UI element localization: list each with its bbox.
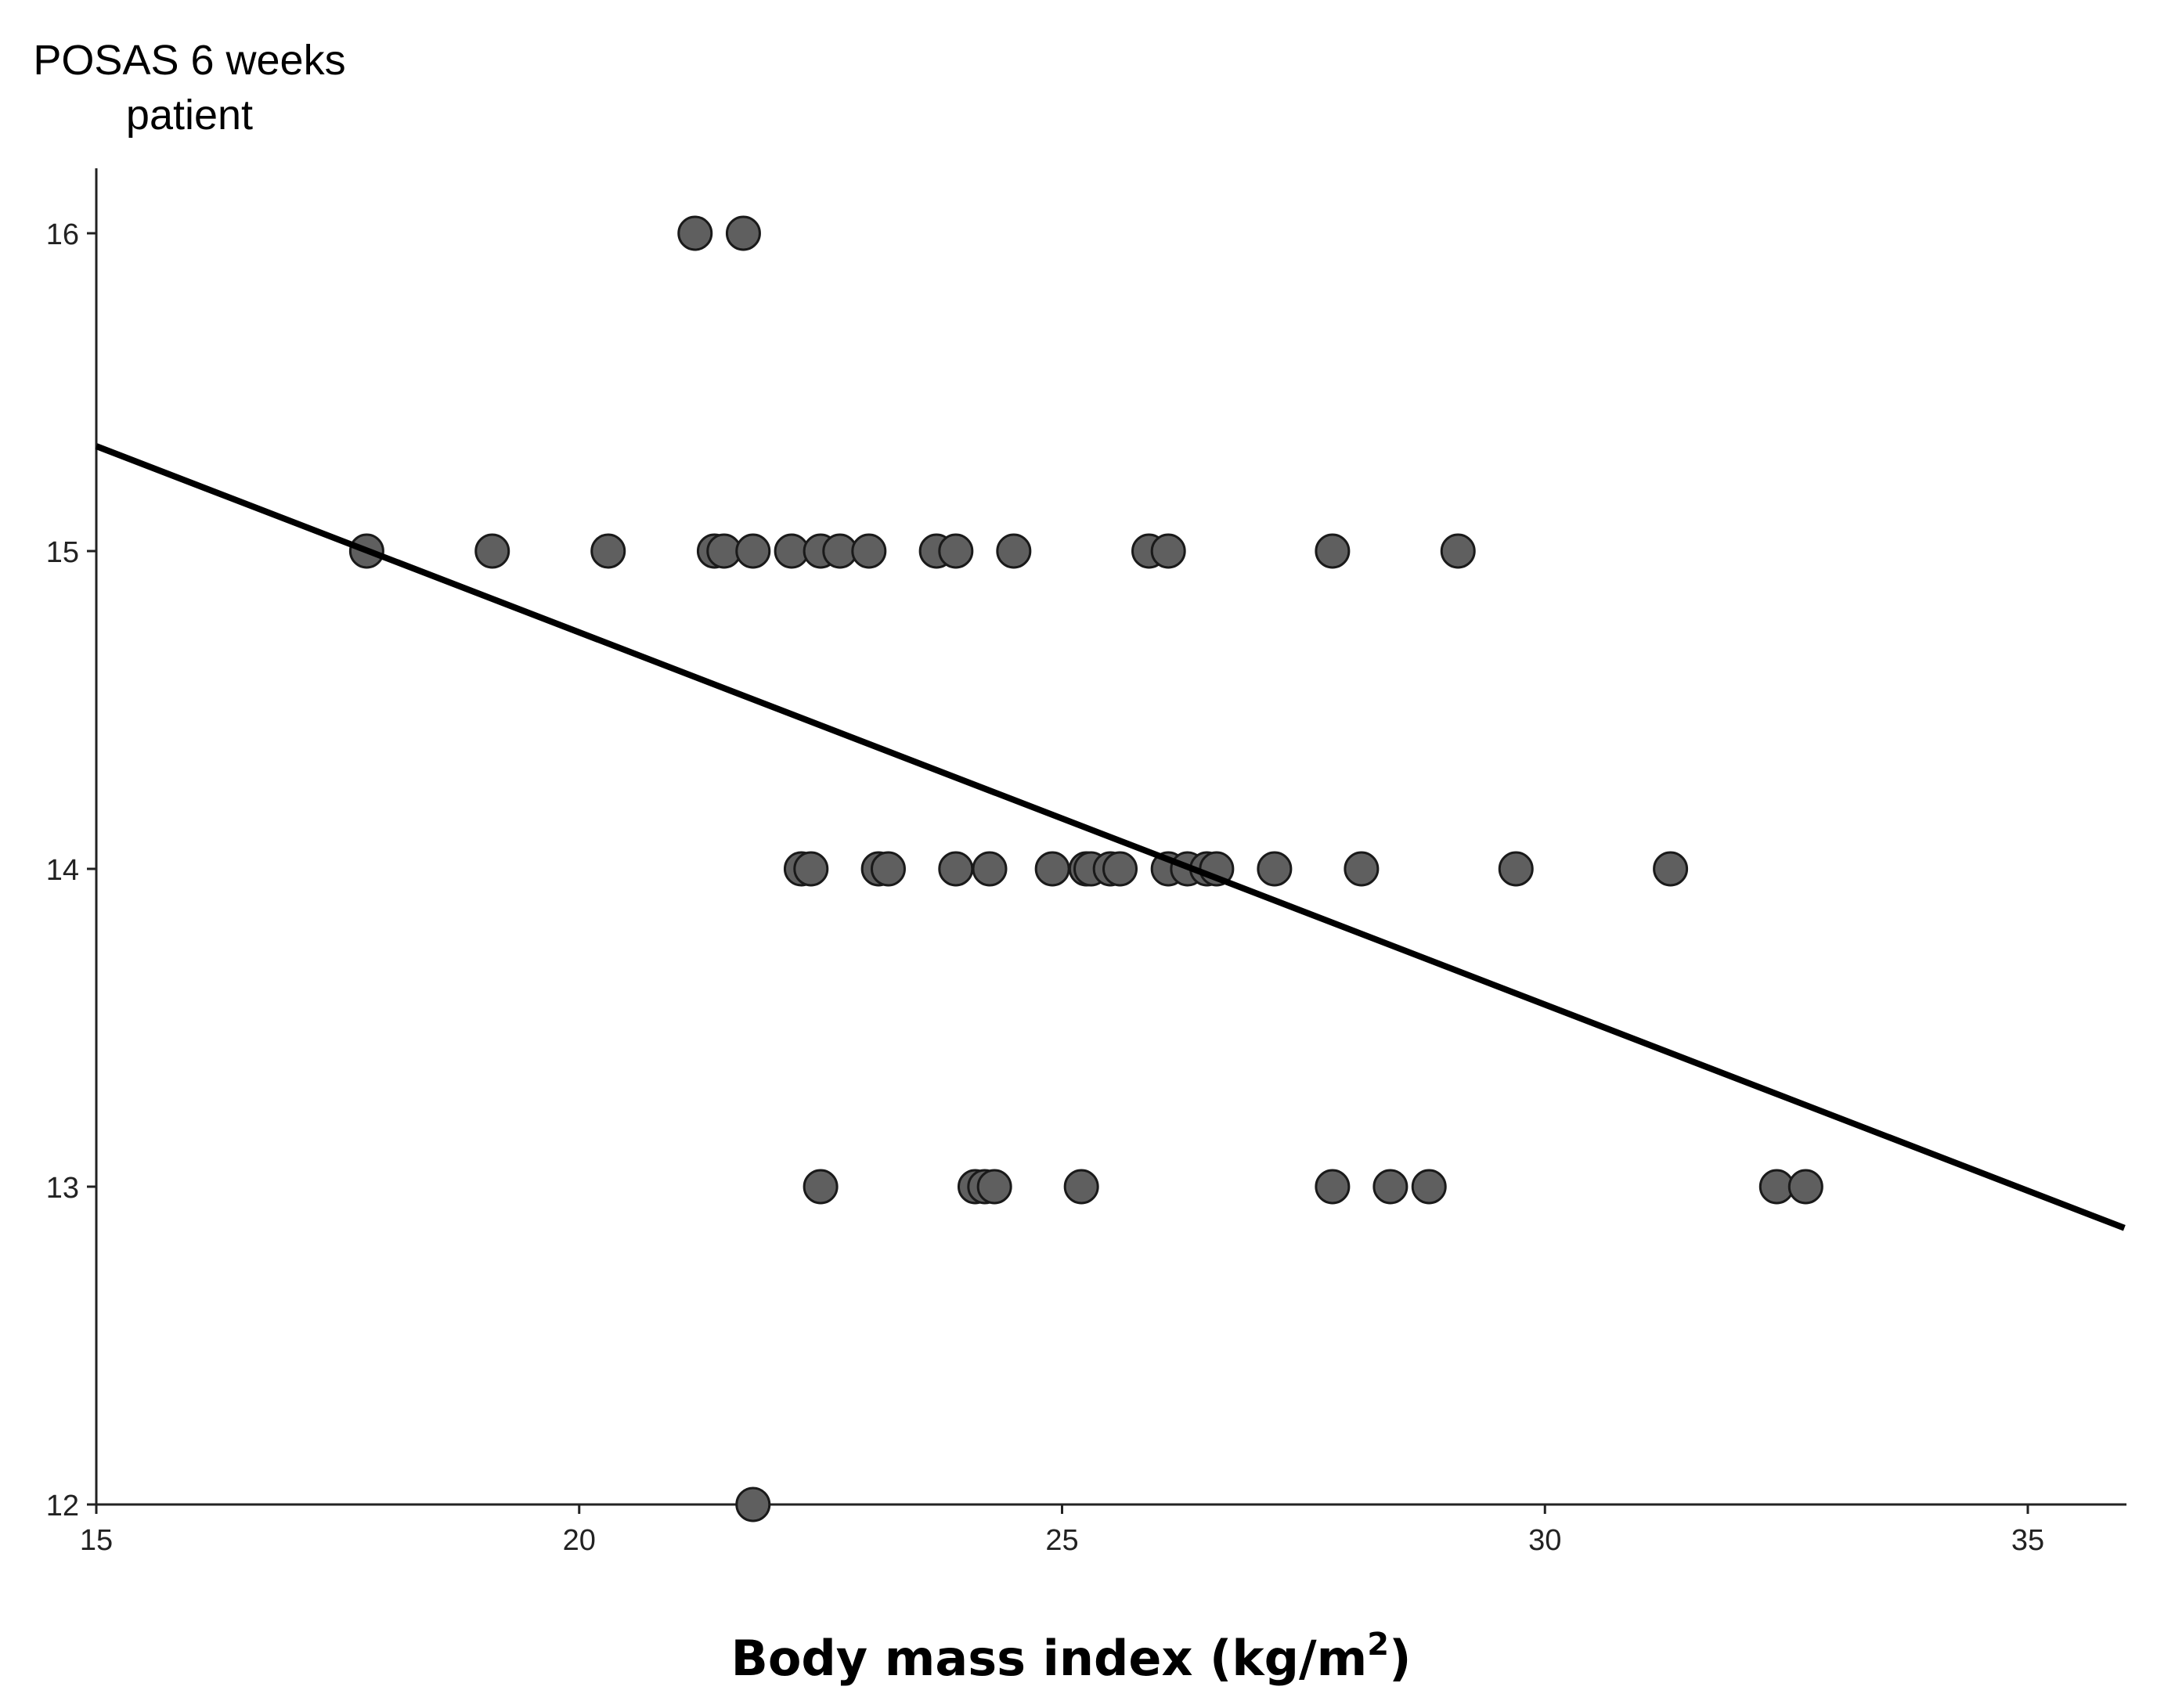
data-point	[474, 533, 510, 569]
data-point	[1063, 1169, 1099, 1205]
x-tick-label: 20	[563, 1524, 596, 1557]
data-points	[348, 215, 1823, 1522]
y-tick-label: 14	[46, 854, 79, 887]
y-ticks: 12 13 14 15 16	[46, 218, 96, 1522]
data-point	[1440, 533, 1476, 569]
y-axis-label-line-1: POSAS 6 weeks	[33, 37, 345, 84]
data-point	[1315, 533, 1351, 569]
data-point	[938, 533, 974, 569]
y-tick-label: 13	[46, 1172, 79, 1205]
x-tick-label: 35	[2011, 1524, 2044, 1557]
x-tick-label: 30	[1528, 1524, 1561, 1557]
data-point	[1034, 851, 1070, 887]
y-tick-label: 12	[46, 1490, 79, 1522]
data-point	[976, 1169, 1012, 1205]
data-point	[677, 215, 713, 251]
x-ticks: 15 20 25 30 35	[80, 1504, 2044, 1557]
data-point	[1411, 1169, 1447, 1205]
data-point	[735, 1486, 771, 1522]
data-point	[1315, 1169, 1351, 1205]
data-point	[870, 851, 906, 887]
data-point	[1787, 1169, 1823, 1205]
data-point	[938, 851, 974, 887]
data-point	[1498, 851, 1534, 887]
data-point	[972, 851, 1008, 887]
data-point	[1102, 851, 1138, 887]
data-point	[1257, 851, 1293, 887]
data-point	[725, 215, 761, 251]
data-point	[803, 1169, 839, 1205]
data-point	[1344, 851, 1380, 887]
data-point	[793, 851, 829, 887]
data-point	[735, 533, 771, 569]
x-tick-label: 25	[1045, 1524, 1078, 1557]
y-axis-label-line-2: patient	[126, 92, 253, 139]
x-axis-label-main: Body mass index (kg/m	[731, 1630, 1368, 1687]
y-tick-label: 15	[46, 536, 79, 569]
data-point	[996, 533, 1032, 569]
data-point	[1150, 533, 1186, 569]
data-point	[590, 533, 626, 569]
x-axis-label-superscript: 2	[1367, 1627, 1389, 1663]
x-axis-label: Body mass index (kg/m2)	[731, 1627, 1412, 1687]
x-tick-label: 15	[80, 1524, 113, 1557]
data-point	[851, 533, 887, 569]
regression-line	[95, 443, 2126, 1231]
data-point	[1372, 1169, 1409, 1205]
x-axis-label-close: )	[1389, 1630, 1411, 1687]
data-point	[1653, 851, 1689, 887]
y-tick-label: 16	[46, 218, 79, 251]
